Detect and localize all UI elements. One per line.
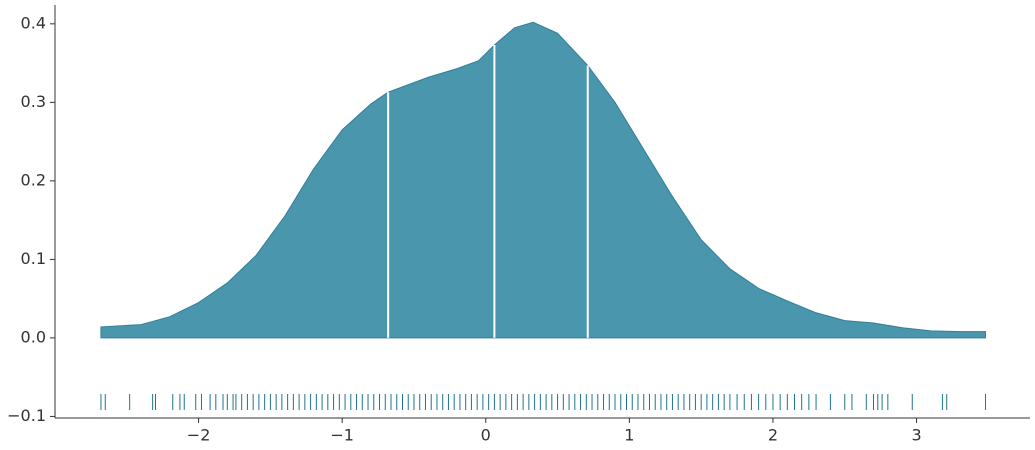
- x-tick-label: 1: [624, 426, 634, 445]
- x-tick-label: 0: [481, 426, 491, 445]
- y-tick-label: 0.1: [21, 249, 46, 268]
- x-tick-label: 3: [911, 426, 921, 445]
- x-tick-label: −2: [187, 426, 211, 445]
- y-tick-label: 0.4: [21, 13, 46, 32]
- x-tick-label: 2: [768, 426, 778, 445]
- x-tick-label: −1: [330, 426, 354, 445]
- y-tick-label: 0.2: [21, 170, 46, 189]
- density-area: [100, 21, 986, 339]
- y-tick-label: −0.1: [7, 406, 46, 425]
- y-tick-label: 0.3: [21, 92, 46, 111]
- y-tick-label: 0.0: [21, 327, 46, 346]
